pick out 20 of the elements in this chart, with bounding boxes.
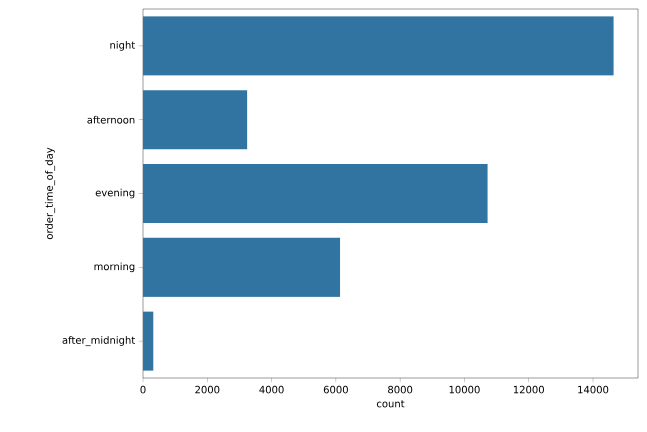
bar bbox=[143, 312, 154, 371]
y-tick-label: night bbox=[110, 41, 135, 51]
bar bbox=[143, 238, 340, 297]
y-tick-label: morning bbox=[94, 262, 134, 272]
x-tick-label: 2000 bbox=[195, 386, 220, 394]
x-tick-label: 10000 bbox=[450, 386, 480, 394]
x-tick-label: 12000 bbox=[514, 386, 544, 394]
bar bbox=[143, 90, 248, 150]
bar bbox=[143, 164, 488, 224]
bar bbox=[143, 16, 614, 76]
y-axis-title: order_time_of_day bbox=[45, 148, 56, 240]
x-tick-label: 6000 bbox=[324, 386, 348, 394]
y-tick-label: after_midnight bbox=[62, 336, 135, 346]
x-axis-title: count bbox=[376, 400, 404, 408]
x-tick-label: 8000 bbox=[388, 386, 412, 394]
x-tick-label: 14000 bbox=[578, 386, 608, 394]
y-tick-label: evening bbox=[96, 188, 134, 198]
x-tick-label: 4000 bbox=[259, 386, 284, 394]
x-tick-label: 0 bbox=[140, 386, 146, 394]
y-tick-label: afternoon bbox=[87, 116, 134, 124]
